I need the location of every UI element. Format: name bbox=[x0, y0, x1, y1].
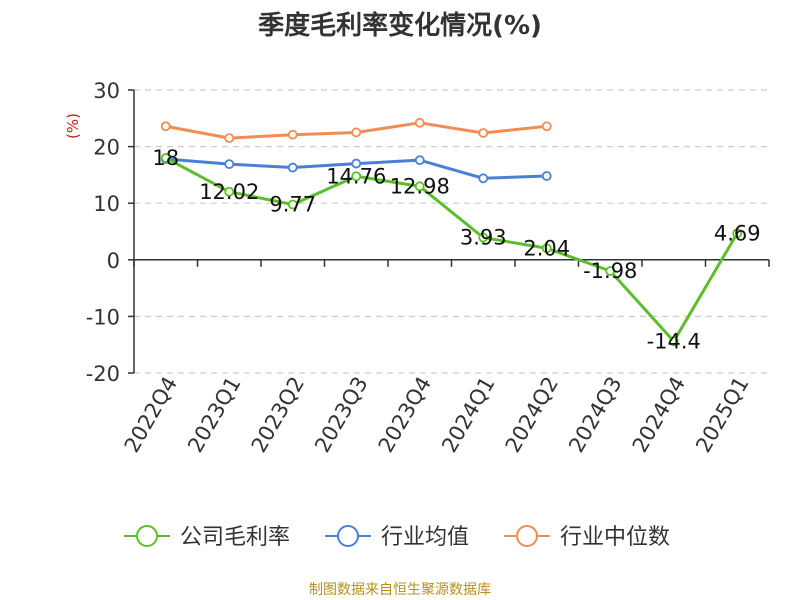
data-point bbox=[351, 127, 362, 138]
data-point bbox=[414, 155, 425, 166]
y-tick-label: 20 bbox=[93, 136, 120, 160]
y-tick-label: 0 bbox=[107, 249, 120, 273]
series-industry_median bbox=[160, 117, 552, 144]
data-label: 4.69 bbox=[714, 221, 761, 245]
x-tick-label: 2023Q1 bbox=[183, 373, 245, 457]
y-tick-label: -10 bbox=[86, 305, 120, 329]
x-tick-label: 2023Q2 bbox=[247, 373, 309, 457]
x-tick-label: 2023Q4 bbox=[374, 373, 436, 457]
data-label: 12.98 bbox=[390, 174, 450, 198]
data-label: 2.04 bbox=[523, 236, 570, 260]
data-point bbox=[160, 153, 171, 163]
data-label: 14.76 bbox=[326, 164, 386, 188]
y-tick-label: -20 bbox=[86, 362, 120, 386]
x-tick-label: 2024Q1 bbox=[437, 373, 499, 457]
chart-title: 季度毛利率变化情况(%) bbox=[258, 10, 542, 41]
legend-marker bbox=[136, 525, 158, 547]
x-tick-label: 2025Q1 bbox=[691, 373, 753, 457]
x-tick-label: 2022Q4 bbox=[120, 373, 182, 457]
y-unit-label: (%) bbox=[64, 113, 82, 139]
y-tick-label: 30 bbox=[93, 79, 120, 103]
y-tick-label: 10 bbox=[93, 192, 120, 216]
data-point bbox=[478, 173, 489, 184]
legend-label: 行业均值 bbox=[381, 525, 469, 550]
data-point bbox=[478, 128, 489, 138]
legend-marker bbox=[337, 525, 359, 547]
data-label: 9.77 bbox=[269, 193, 316, 217]
x-tick-label: 2024Q2 bbox=[501, 373, 563, 457]
data-point bbox=[224, 133, 235, 144]
data-label: 12.02 bbox=[199, 180, 259, 204]
legend-item-company: 公司毛利率 bbox=[124, 525, 290, 550]
data-point bbox=[287, 199, 298, 210]
data-label: 18 bbox=[152, 146, 179, 170]
legend: 公司毛利率 行业均值 行业中位数 bbox=[124, 525, 670, 550]
legend-item-industry_median: 行业中位数 bbox=[504, 525, 670, 550]
legend-label: 公司毛利率 bbox=[180, 525, 290, 550]
data-label: 3.93 bbox=[460, 226, 507, 250]
data-point bbox=[541, 243, 552, 254]
series-line bbox=[165, 156, 739, 343]
grid-lines bbox=[134, 89, 769, 374]
data-point bbox=[224, 186, 235, 197]
series-company bbox=[160, 153, 743, 347]
legend-marker bbox=[516, 525, 538, 547]
x-tick-label: 2024Q4 bbox=[628, 373, 690, 457]
series-lines bbox=[160, 117, 743, 347]
legend-item-industry_avg: 行业均值 bbox=[325, 525, 469, 550]
data-label: -1.98 bbox=[583, 259, 637, 283]
data-point bbox=[414, 117, 425, 128]
data-point bbox=[414, 181, 425, 192]
data-point bbox=[160, 121, 171, 132]
x-tick-label: 2024Q3 bbox=[564, 373, 626, 457]
data-point bbox=[732, 228, 743, 239]
data-point bbox=[668, 336, 679, 347]
data-point bbox=[541, 121, 552, 132]
data-point bbox=[224, 159, 235, 170]
data-point bbox=[351, 171, 362, 182]
legend-label: 行业中位数 bbox=[560, 525, 670, 550]
data-point bbox=[287, 162, 298, 173]
data-point bbox=[287, 129, 298, 140]
data-point bbox=[351, 158, 362, 169]
data-point bbox=[478, 232, 489, 243]
data-point bbox=[541, 171, 552, 181]
data-labels: 18 12.02 9.77 14.76 12.98 3.93 2.04 -1.98 -14.4 4… bbox=[152, 146, 760, 353]
x-tick-label: 2023Q3 bbox=[310, 373, 372, 457]
data-source-label: 制图数据来自恒生聚源数据库 bbox=[309, 582, 491, 598]
data-label: -14.4 bbox=[647, 329, 701, 353]
data-point bbox=[605, 266, 616, 276]
